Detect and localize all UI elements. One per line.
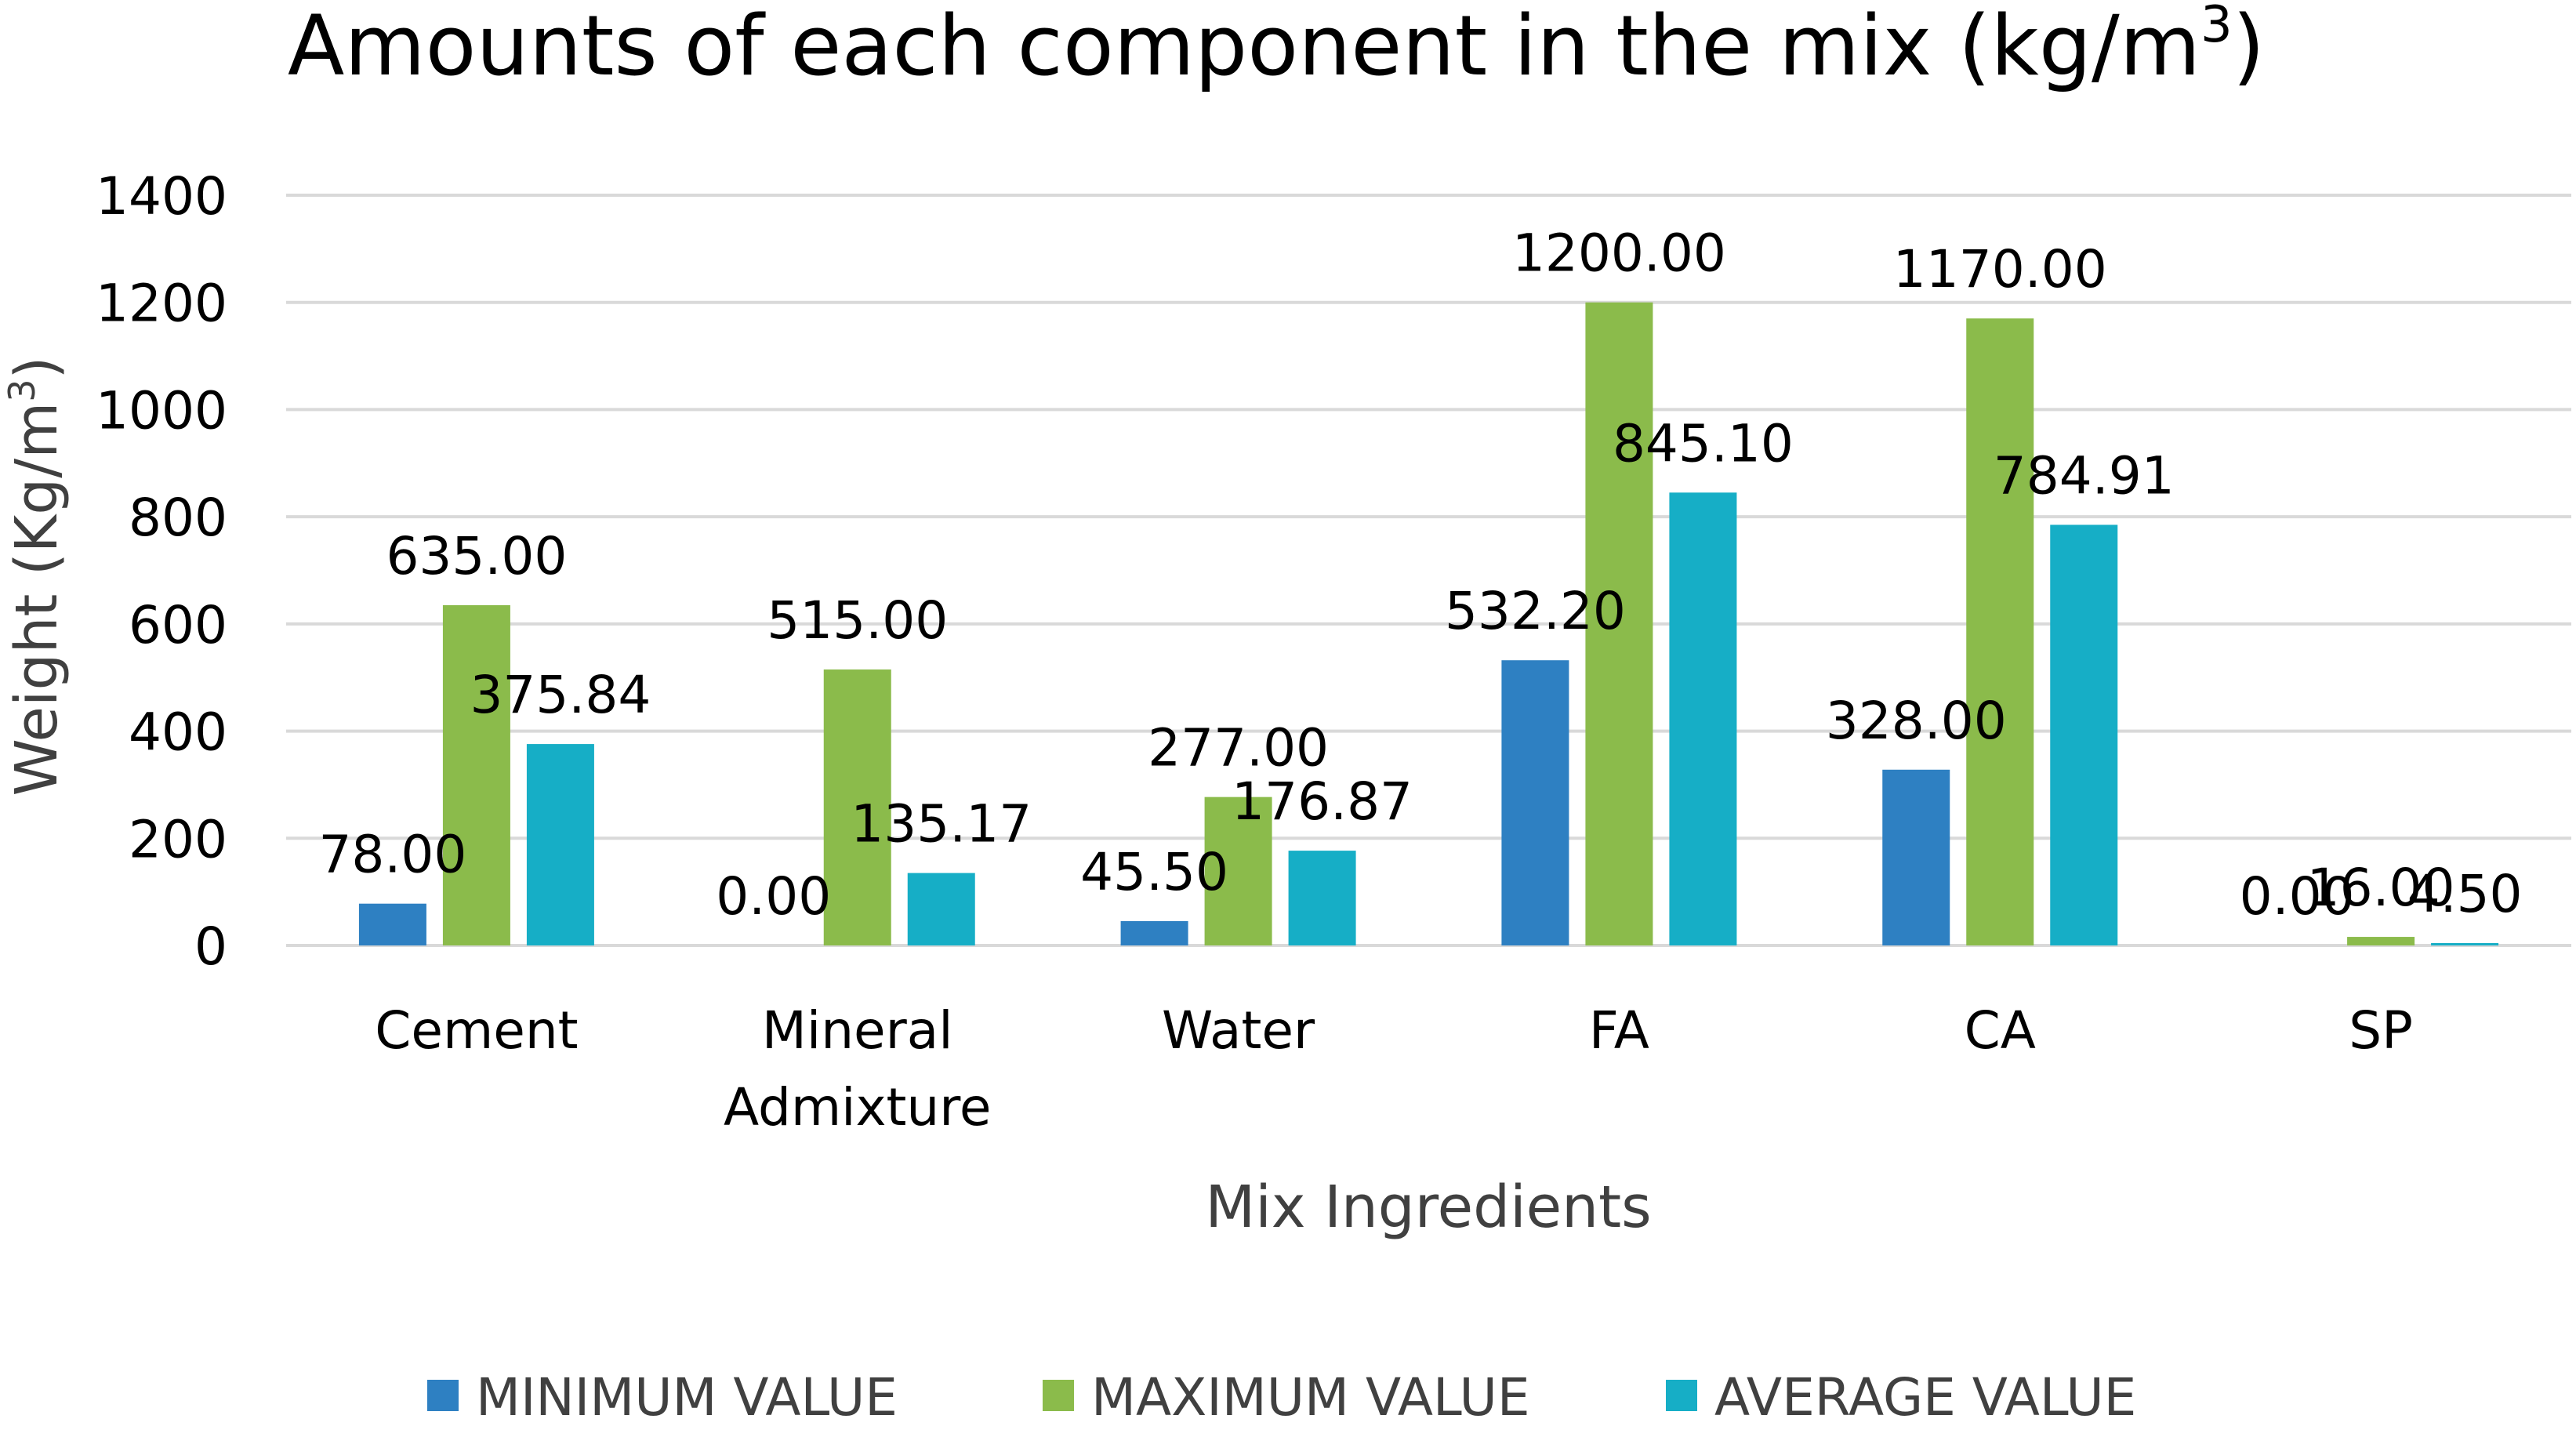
x-tick-label: Water [1162,1000,1315,1061]
bar-1-3 [1120,920,1188,945]
bar-2-3 [1204,797,1272,945]
data-labels: 78.00 635.00 375.84 0.00 515.00 135.17 45.50 27… [318,223,2522,927]
x-tick-label: SP [2349,1000,2413,1061]
data-label: 1170.00 [1893,239,2107,299]
legend-label: AVERAGE VALUE [1714,1367,2136,1428]
y-tick-label: 0 [194,916,227,977]
x-tick-label: Admixture [724,1077,992,1138]
data-label: 845.10 [1613,413,1794,474]
y-tick-label: 800 [129,488,227,548]
x-tick-label: Mineral [762,1000,953,1061]
y-tick-label: 1400 [96,166,227,227]
bar-3-5 [2050,524,2118,945]
y-tick-label: 600 [129,595,227,655]
data-label: 532.20 [1445,581,1626,641]
bar-3-4 [1669,492,1737,945]
x-axis-ticks: Cement Mineral Admixture Water FA CA SP [375,1000,2413,1138]
y-tick-label: 400 [129,702,227,763]
x-tick-label: CA [1965,1000,2036,1061]
bar-3-3 [1288,851,1356,945]
y-axis-ticks: 0 200 400 600 800 1000 1200 1400 [96,166,227,977]
data-label: 635.00 [386,526,567,586]
legend-item: AVERAGE VALUE [1666,1367,2136,1428]
y-axis-title-end: ) [3,357,71,379]
bar-2-2 [823,669,891,945]
data-label: 45.50 [1080,842,1228,902]
y-tick-label: 1000 [96,380,227,441]
chart-title-main: Amounts of each component in the mix (kg… [288,0,2200,94]
legend: MINIMUM VALUE MAXIMUM VALUE AVERAGE VALUE [427,1367,2136,1428]
bar-1-4 [1501,660,1569,945]
bars [358,302,2499,945]
bar-3-2 [907,873,975,945]
y-axis-title: Weight (Kg/m3) [1,357,71,797]
bar-2-6 [2347,937,2415,945]
y-tick-label: 1200 [96,274,227,334]
data-label: 176.87 [1232,771,1413,832]
bar-1-1 [358,903,426,945]
chart-title: Amounts of each component in the mix (kg… [288,0,2265,94]
legend-item: MAXIMUM VALUE [1043,1367,1530,1428]
bar-1-5 [1882,769,1950,945]
data-label: 0.00 [2240,866,2355,927]
bar-2-1 [442,604,510,945]
data-label: 78.00 [318,825,466,885]
bar-3-1 [526,744,594,945]
data-label: 277.00 [1148,718,1329,778]
y-tick-label: 200 [129,809,227,869]
data-label: 328.00 [1826,691,2007,751]
y-axis-title-superscript: 3 [1,379,43,401]
gridlines [286,194,2571,947]
data-label: 375.84 [470,665,651,725]
data-label: 4.50 [2407,864,2523,924]
legend-swatch [1043,1380,1074,1411]
legend-swatch [1666,1380,1697,1411]
bar-2-5 [1966,318,2034,945]
x-tick-label: Cement [375,1000,578,1061]
y-axis-title-main: Weight (Kg/m [3,402,71,797]
legend-label: MINIMUM VALUE [476,1367,898,1428]
chart-title-superscript: 3 [2200,0,2233,54]
legend-item: MINIMUM VALUE [427,1367,898,1428]
data-label: 784.91 [1994,445,2175,506]
chart-title-end: ) [2233,0,2265,94]
x-axis-title: Mix Ingredients [1205,1174,1651,1241]
x-tick-label: FA [1589,1000,1649,1061]
data-label: 1200.00 [1512,223,1726,284]
data-label: 515.00 [767,590,948,651]
data-label: 16.00 [2307,858,2455,918]
legend-swatch [427,1380,459,1411]
data-label: 0.00 [716,866,831,927]
data-label: 135.17 [851,794,1032,855]
bar-3-6 [2431,942,2499,945]
legend-label: MAXIMUM VALUE [1091,1367,1530,1428]
bar-2-4 [1585,302,1653,945]
